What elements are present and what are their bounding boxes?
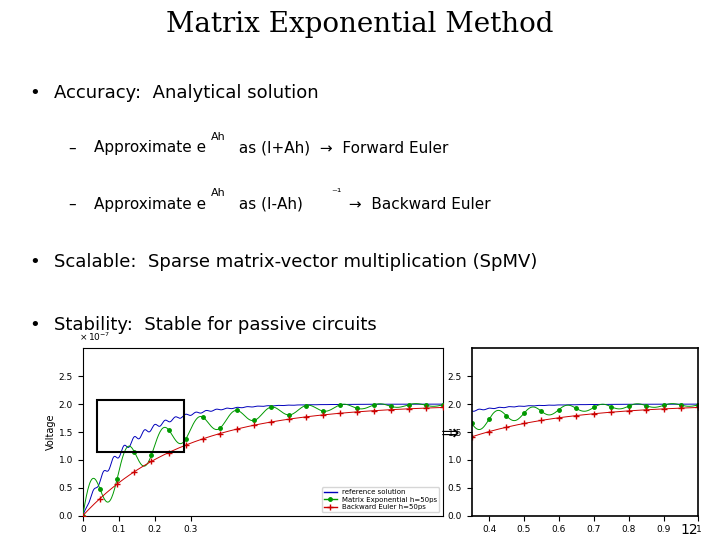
Text: –: – — [68, 197, 76, 212]
Text: Ah: Ah — [211, 188, 225, 198]
Text: Stability:  Stable for passive circuits: Stability: Stable for passive circuits — [54, 316, 377, 334]
Bar — [97, 400, 184, 451]
Text: as (I+Ah)  →  Forward Euler: as (I+Ah) → Forward Euler — [234, 140, 449, 156]
Text: Ah: Ah — [211, 132, 225, 141]
Text: Accuracy:  Analytical solution: Accuracy: Analytical solution — [54, 84, 319, 102]
Text: ⁻¹: ⁻¹ — [331, 188, 341, 198]
Text: –: – — [68, 140, 76, 156]
Y-axis label: Voltage: Voltage — [46, 414, 56, 450]
Text: Scalable:  Sparse matrix-vector multiplication (SpMV): Scalable: Sparse matrix-vector multiplic… — [54, 253, 537, 271]
Text: 12: 12 — [681, 523, 698, 537]
Text: Matrix Exponential Method: Matrix Exponential Method — [166, 10, 554, 37]
Text: →  Backward Euler: → Backward Euler — [344, 197, 491, 212]
Text: as (I‑Ah): as (I‑Ah) — [234, 197, 303, 212]
Text: Approximate e: Approximate e — [94, 140, 206, 156]
Legend: reference solution, Matrix Exponential h=50ps, Backward Euler h=50ps: reference solution, Matrix Exponential h… — [322, 487, 439, 512]
Text: •: • — [29, 253, 40, 271]
Text: $\times\,10^{-7}$: $\times\,10^{-7}$ — [79, 331, 111, 343]
Text: •: • — [29, 316, 40, 334]
Text: •: • — [29, 84, 40, 102]
Text: Approximate e: Approximate e — [94, 197, 206, 212]
Text: ⇒: ⇒ — [441, 423, 459, 444]
